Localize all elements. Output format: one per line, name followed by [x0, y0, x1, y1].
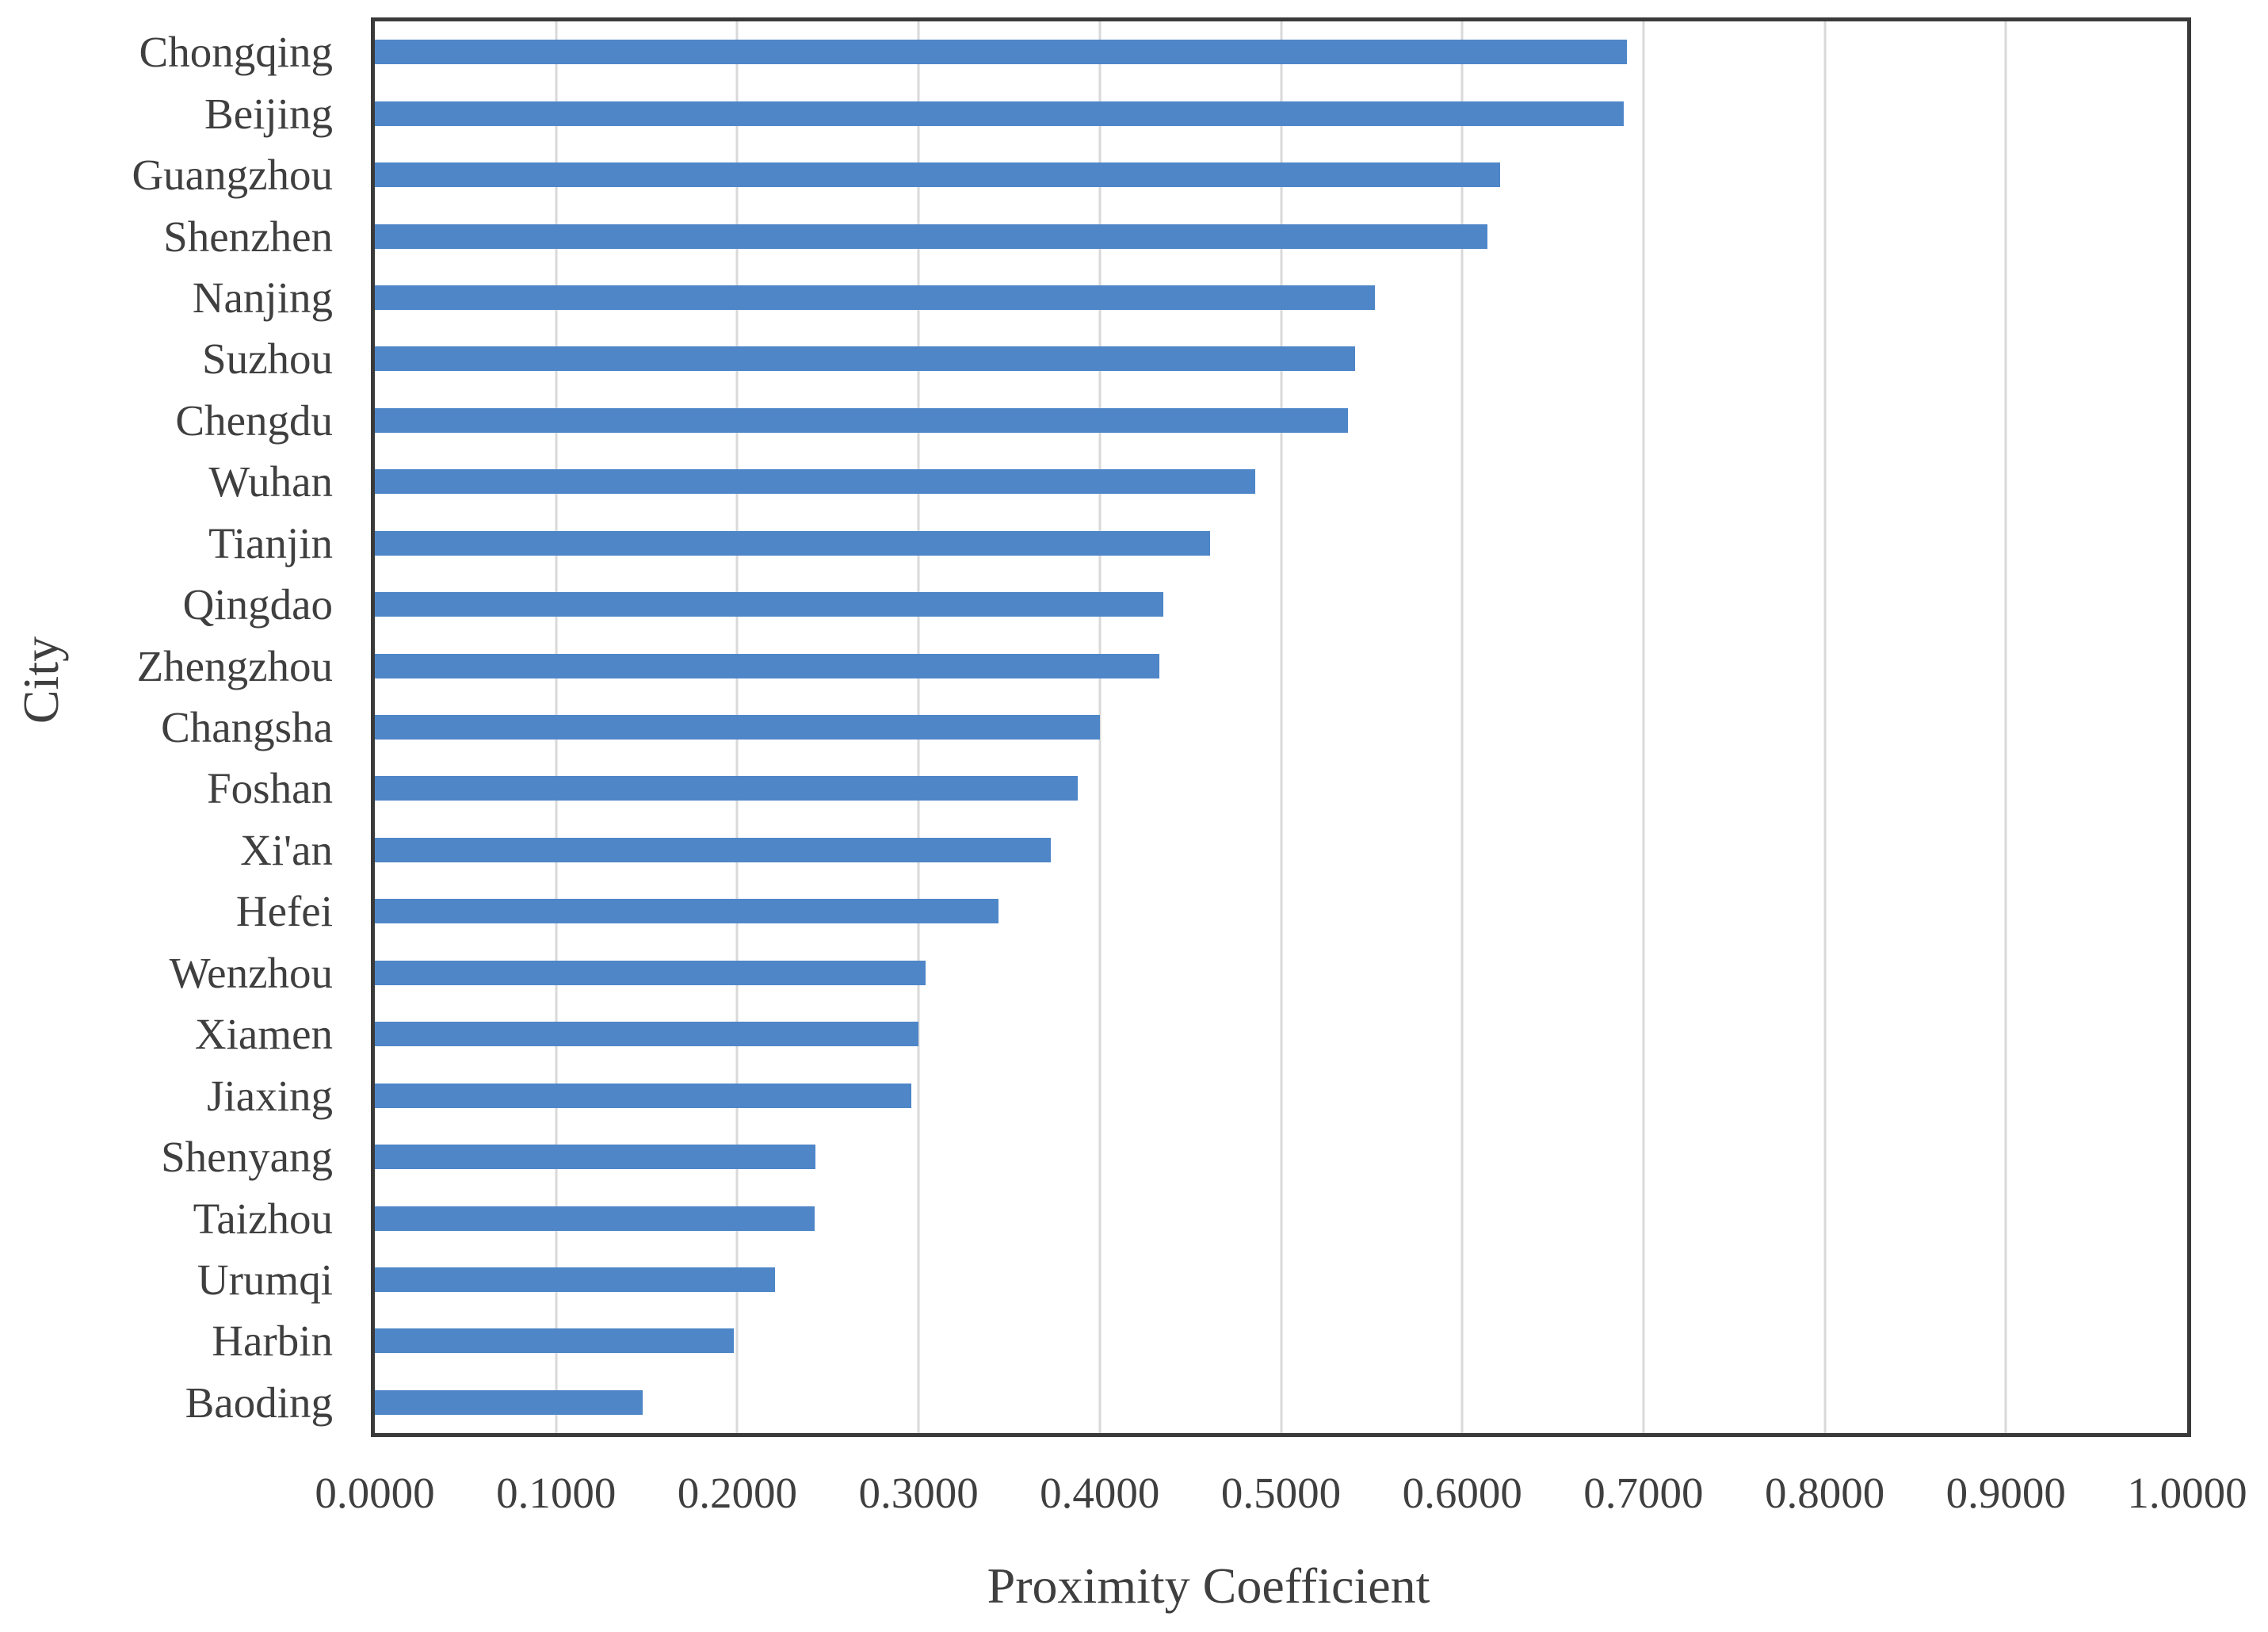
y-tick-label: Zhengzhou [136, 641, 333, 690]
bar-row [375, 1126, 2187, 1187]
bar-row [375, 1003, 2187, 1064]
bar-row [375, 390, 2187, 451]
bar [375, 469, 1256, 495]
bar [375, 530, 1211, 556]
bar [375, 715, 1100, 740]
bar-row [375, 267, 2187, 328]
bar [375, 592, 1163, 617]
x-tick-label: 0.4000 [1040, 1469, 1160, 1517]
y-tick-label: Shenzhen [163, 212, 333, 261]
bar-row [375, 1372, 2187, 1433]
bar [375, 285, 1376, 310]
bar-row [375, 635, 2187, 696]
x-tick-label: 0.7000 [1583, 1469, 1704, 1517]
x-tick-label: 0.1000 [496, 1469, 617, 1517]
y-tick-label: Guangzhou [132, 151, 333, 200]
gridline [1460, 21, 1464, 1433]
bar [375, 837, 1052, 862]
bar [375, 1022, 919, 1047]
bar-row [375, 820, 2187, 881]
bar-row [375, 513, 2187, 574]
bar [375, 1145, 815, 1170]
y-tick-label: Qingdao [182, 580, 333, 629]
y-tick-label: Chengdu [175, 396, 333, 445]
bar-row [375, 82, 2187, 143]
y-tick-label: Urumqi [197, 1255, 333, 1304]
y-tick-label: Chongqing [139, 28, 333, 77]
x-tick-label: 0.3000 [858, 1469, 979, 1517]
bar [375, 899, 998, 924]
bar-row [375, 451, 2187, 512]
bar-row [375, 328, 2187, 389]
y-tick-label: Nanjing [192, 273, 333, 322]
bar [375, 1083, 911, 1108]
x-tick-label: 0.8000 [1764, 1469, 1885, 1517]
gridline [1098, 21, 1102, 1433]
y-tick-label: Changsha [161, 703, 333, 752]
bar-row [375, 942, 2187, 1003]
bar-row [375, 758, 2187, 819]
bar-row [375, 881, 2187, 942]
y-tick-label: Jiaxing [207, 1071, 333, 1120]
bar [375, 224, 1488, 249]
bar [375, 1389, 643, 1415]
y-tick-label: Taizhou [193, 1194, 333, 1243]
y-axis-tick-labels: Chongqing Beijing Guangzhou Shenzhen Nanjing… [0, 21, 333, 1433]
y-tick-label: Xi'an [240, 825, 333, 874]
y-tick-label: Xiamen [194, 1010, 333, 1059]
x-tick-label: 0.6000 [1402, 1469, 1522, 1517]
bar-row [375, 1249, 2187, 1310]
y-tick-label: Foshan [207, 764, 333, 813]
bar-row [375, 21, 2187, 82]
bar [375, 101, 1624, 126]
bar [375, 1267, 776, 1292]
bar-row [375, 144, 2187, 205]
bar [375, 162, 1501, 188]
bar-row [375, 205, 2187, 266]
bar-row [375, 1310, 2187, 1371]
bar [375, 776, 1079, 801]
gridline [2004, 21, 2007, 1433]
y-tick-label: Suzhou [202, 334, 333, 384]
x-tick-label: 0.0000 [315, 1469, 435, 1517]
bar [375, 1206, 815, 1231]
gridline [1642, 21, 1645, 1433]
gridline [1823, 21, 1827, 1433]
x-axis-tick-labels: 0.0000 0.1000 0.2000 0.3000 0.4000 0.5000 0.60… [315, 1466, 2247, 1521]
x-tick-label: 0.5000 [1220, 1469, 1342, 1517]
bar [375, 40, 1628, 65]
y-tick-label: Baoding [185, 1378, 333, 1427]
bar [375, 346, 1356, 372]
y-tick-label: Shenyang [161, 1133, 333, 1182]
bar-row [375, 574, 2187, 635]
bar [375, 960, 926, 985]
bars-container [375, 21, 2187, 1433]
y-tick-label: Tianjin [208, 518, 333, 568]
bar [375, 1328, 734, 1354]
x-tick-label: 0.9000 [1945, 1469, 2066, 1517]
y-tick-label: Hefei [235, 887, 333, 936]
y-tick-label: Wuhan [208, 457, 333, 506]
bar-row [375, 697, 2187, 758]
bar-row [375, 1187, 2187, 1248]
plot-area [371, 17, 2191, 1437]
y-tick-label: Wenzhou [169, 948, 333, 997]
y-tick-label: Beijing [204, 89, 333, 138]
bar [375, 407, 1349, 433]
x-axis-title: Proximity Coefficient [987, 1557, 1430, 1614]
x-tick-label: 0.2000 [677, 1469, 798, 1517]
x-tick-label: 1.0000 [2127, 1469, 2247, 1517]
bar [375, 653, 1160, 678]
gridline [1280, 21, 1282, 1433]
bar-row [375, 1064, 2187, 1126]
y-tick-label: Harbin [212, 1317, 333, 1366]
